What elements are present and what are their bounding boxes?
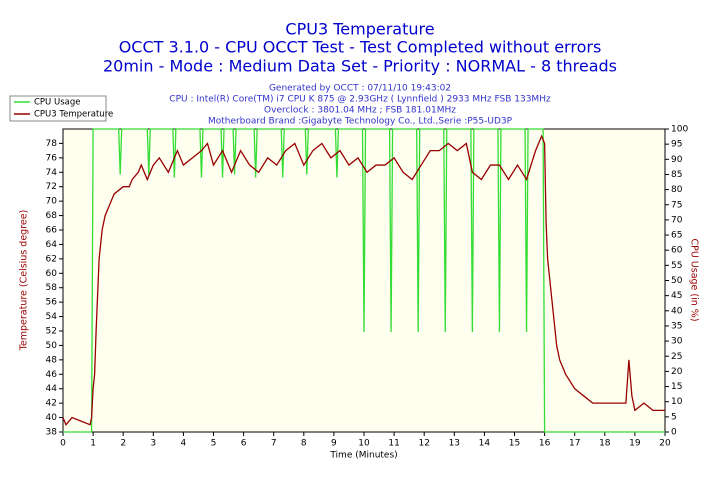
info-line: Motherboard Brand :Gigabyte Technology C… [208,117,513,127]
y2-tick-label: 95 [671,140,682,150]
y-tick-label: 50 [46,341,58,351]
y2-tick-label: 0 [671,428,677,438]
x-tick-label: 20 [659,439,671,449]
y-tick-label: 56 [46,298,58,308]
x-tick-label: 3 [150,439,156,449]
y2-tick-label: 90 [671,155,683,165]
y2-tick-label: 55 [671,261,682,271]
y-tick-label: 38 [46,428,58,438]
y2-tick-label: 60 [671,246,683,256]
x-tick-label: 15 [509,439,520,449]
y-tick-label: 62 [46,254,57,264]
legend-box [9,95,107,122]
chart-subtitle: 20min - Mode : Medium Data Set - Priorit… [103,57,617,76]
x-tick-label: 18 [599,439,611,449]
x-tick-label: 1 [90,439,96,449]
y-tick-label: 68 [46,211,58,221]
y-tick-label: 46 [46,370,58,380]
y-tick-label: 72 [46,182,57,192]
info-line: Generated by OCCT : 07/11/10 19:43:02 [269,84,451,94]
y2-tick-label: 30 [671,337,683,347]
x-tick-label: 13 [449,439,460,449]
y2-tick-label: 100 [671,125,688,135]
y2-tick-label: 20 [671,367,683,377]
x-tick-label: 2 [120,439,126,449]
series-line [63,128,665,433]
x-tick-label: 9 [331,439,337,449]
x-tick-label: 5 [211,439,217,449]
y-tick-label: 54 [46,312,58,322]
y-tick-label: 42 [46,399,57,409]
y2-tick-label: 40 [671,306,683,316]
y2-tick-label: 85 [671,170,682,180]
y2-tick-label: 10 [671,397,683,407]
chart-title: CPU3 Temperature [285,20,434,39]
x-tick-label: 14 [479,439,491,449]
y-tick-label: 76 [46,153,58,163]
y-tick-label: 70 [46,197,58,207]
x-tick-label: 10 [358,439,370,449]
series-line [62,134,665,427]
y-tick-label: 58 [46,283,58,293]
y2-tick-label: 75 [671,200,682,210]
chart-subtitle: OCCT 3.1.0 - CPU OCCT Test - Test Comple… [119,38,602,57]
x-axis-label: Time (Minutes) [329,451,397,461]
y-tick-label: 78 [46,139,58,149]
x-tick-label: 8 [301,439,307,449]
legend-label: CPU3 Temperature [34,110,113,120]
x-tick-label: 12 [418,439,429,449]
y2-tick-label: 5 [671,412,677,422]
y2-tick-label: 45 [671,291,682,301]
y2-tick-label: 35 [671,321,682,331]
y-tick-label: 40 [46,413,58,423]
legend-label: CPU Usage [34,98,80,108]
y-tick-label: 64 [46,240,58,250]
y2-tick-label: 50 [671,276,683,286]
x-tick-label: 11 [388,439,399,449]
x-tick-label: 19 [629,439,641,449]
y-tick-label: 52 [46,327,57,337]
x-tick-label: 17 [569,439,580,449]
y2-tick-label: 80 [671,185,683,195]
y2-tick-label: 25 [671,352,682,362]
y-axis-label: Temperature (Celsius degree) [19,210,30,352]
info-line: CPU : Intel(R) Core(TM) i7 CPU K 875 @ 2… [169,95,551,105]
x-tick-label: 4 [181,439,187,449]
y2-tick-label: 70 [671,215,683,225]
y-tick-label: 74 [46,168,58,178]
y-tick-label: 48 [46,355,58,365]
x-tick-label: 16 [539,439,551,449]
y-tick-label: 66 [46,226,58,236]
y-tick-label: 44 [46,384,58,394]
y-tick-label: 60 [46,269,58,279]
x-tick-label: 0 [60,439,66,449]
x-tick-label: 6 [241,439,247,449]
y2-axis-label: CPU Usage (in %) [689,238,700,321]
y2-tick-label: 65 [671,231,682,241]
y2-tick-label: 15 [671,382,682,392]
info-line: Overclock : 3801.04 MHz ; FSB 181.01MHz [264,106,456,116]
x-tick-label: 7 [271,439,277,449]
